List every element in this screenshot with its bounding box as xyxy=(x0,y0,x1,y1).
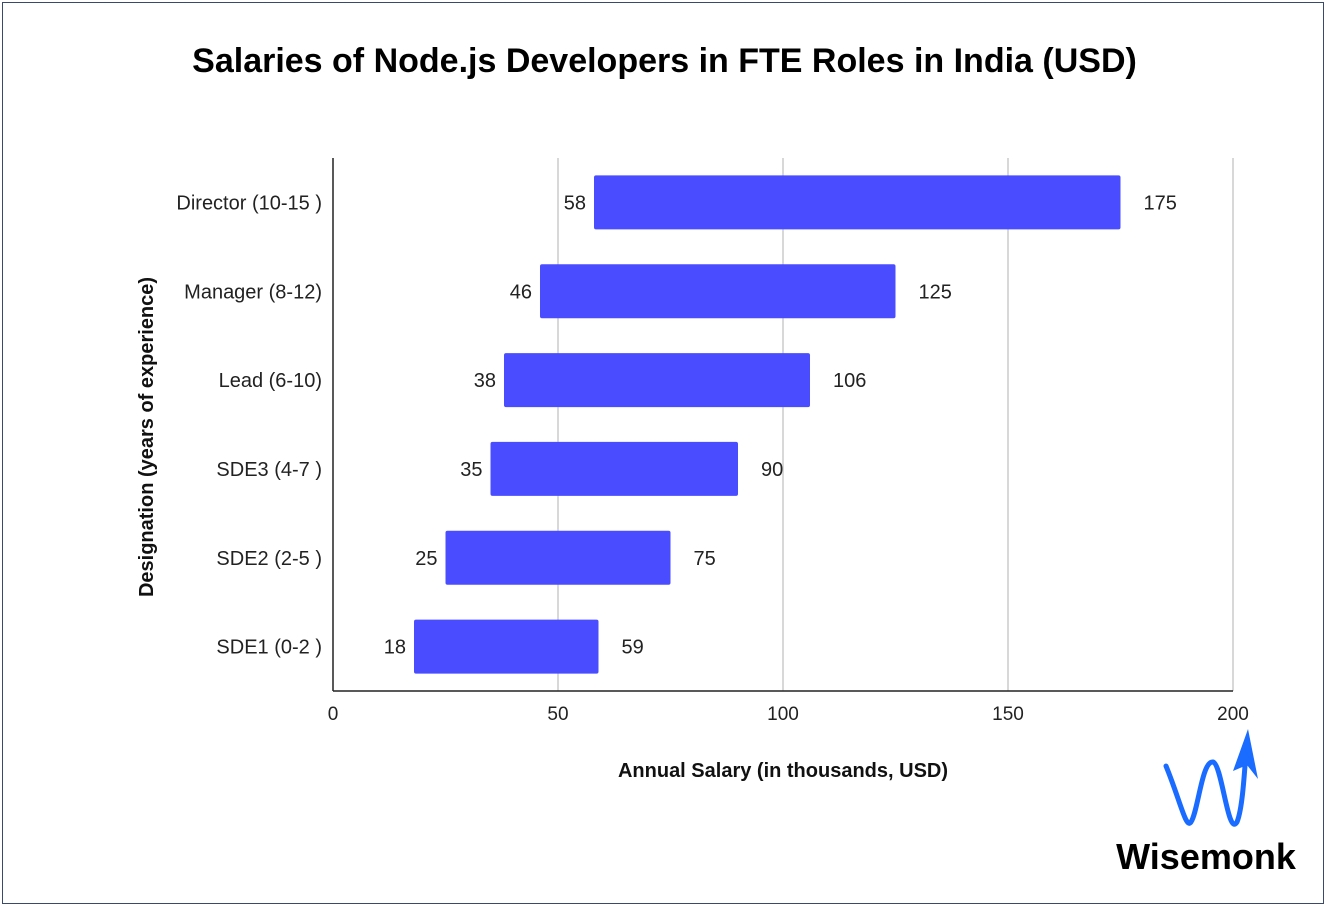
high-data-label: 75 xyxy=(694,548,716,570)
y-category-label: SDE3 (4-7 ) xyxy=(216,459,322,481)
y-category-label: SDE1 (0-2 ) xyxy=(216,637,322,659)
salary-range-bar xyxy=(594,175,1121,230)
high-data-label: 125 xyxy=(919,281,952,303)
high-data-label: 175 xyxy=(1144,192,1177,214)
x-tick-label: 0 xyxy=(328,704,339,725)
x-tick-label: 100 xyxy=(767,704,799,725)
y-axis-label: Designation (years of experience) xyxy=(136,277,158,597)
low-data-label: 58 xyxy=(564,192,586,214)
salary-range-bar xyxy=(490,441,738,496)
low-data-label: 46 xyxy=(510,281,532,303)
x-axis-label: Annual Salary (in thousands, USD) xyxy=(618,760,948,782)
salary-range-bar xyxy=(540,264,896,319)
y-category-label: Manager (8-12) xyxy=(184,281,322,303)
high-data-label: 59 xyxy=(622,637,644,659)
high-data-label: 106 xyxy=(833,370,866,392)
salary-range-bar xyxy=(504,353,810,408)
y-category-label: Director (10-15 ) xyxy=(176,192,322,214)
logo-text: Wisemonk xyxy=(1116,836,1297,877)
y-category-label: Lead (6-10) xyxy=(219,370,322,392)
x-tick-label: 150 xyxy=(992,704,1024,725)
salary-range-bar xyxy=(445,530,671,585)
x-tick-label: 50 xyxy=(547,704,568,725)
chart-title: Salaries of Node.js Developers in FTE Ro… xyxy=(192,42,1137,80)
logo-arrow-icon xyxy=(1163,749,1249,827)
wisemonk-logo: Wisemonk xyxy=(1116,729,1297,877)
low-data-label: 18 xyxy=(384,637,406,659)
low-data-label: 38 xyxy=(474,370,496,392)
low-data-label: 35 xyxy=(460,459,482,481)
logo-arrowhead-icon xyxy=(1233,729,1258,779)
salary-range-bar xyxy=(414,619,599,674)
x-tick-label: 200 xyxy=(1217,704,1249,725)
y-category-label: SDE2 (2-5 ) xyxy=(216,548,322,570)
high-data-label: 90 xyxy=(761,459,783,481)
low-data-label: 25 xyxy=(415,548,437,570)
